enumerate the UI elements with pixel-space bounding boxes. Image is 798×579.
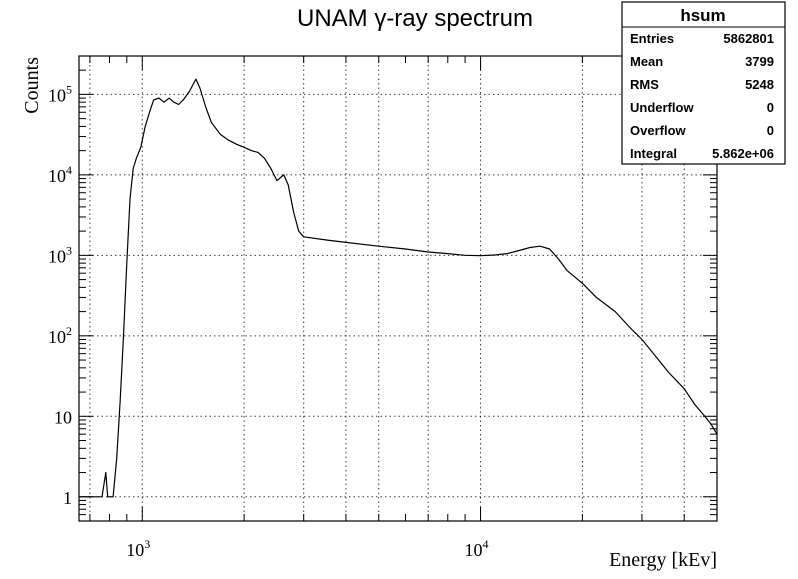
stats-box-title: hsum bbox=[680, 6, 725, 25]
y-axis-label: Counts bbox=[21, 57, 43, 114]
stats-value: 5862801 bbox=[723, 31, 774, 46]
stats-label: Underflow bbox=[630, 100, 694, 115]
stats-value: 0 bbox=[767, 100, 774, 115]
x-tick-label: 103 bbox=[126, 537, 150, 560]
chart-title: UNAM γ-ray spectrum bbox=[297, 5, 533, 32]
stats-label: Overflow bbox=[630, 123, 687, 138]
x-axis-label: Energy [kEv] bbox=[609, 549, 717, 571]
stats-box: hsum Entries 5862801 Mean 3799 RMS 5248 Underf… bbox=[621, 1, 786, 165]
y-tick-label: 103 bbox=[48, 243, 72, 266]
y-tick-label: 105 bbox=[48, 82, 72, 105]
stats-label: Integral bbox=[630, 146, 677, 161]
stats-value: 0 bbox=[767, 123, 774, 138]
stats-label: Entries bbox=[630, 31, 674, 46]
grid-lines bbox=[79, 56, 718, 521]
plot-frame bbox=[78, 55, 718, 522]
stats-label: Mean bbox=[630, 54, 663, 69]
y-tick-label: 1 bbox=[63, 488, 72, 508]
y-tick-labels: 1 10 102 103 104 105 bbox=[48, 82, 72, 507]
stats-value: 3799 bbox=[745, 54, 774, 69]
y-tick-label: 10 bbox=[54, 407, 72, 427]
stats-rows: Entries 5862801 Mean 3799 RMS 5248 Underflow 0 O… bbox=[630, 31, 774, 161]
y-tick-label: 102 bbox=[48, 324, 72, 347]
stats-value: 5.862e+06 bbox=[712, 146, 774, 161]
stats-label: RMS bbox=[630, 77, 659, 92]
series-histogram-line bbox=[79, 78, 718, 498]
y-tick-label: 104 bbox=[48, 163, 72, 186]
x-tick-labels: 103 104 bbox=[126, 537, 488, 560]
x-tick-label: 104 bbox=[465, 537, 489, 560]
stats-value: 5248 bbox=[745, 77, 774, 92]
stats-box-frame bbox=[621, 1, 786, 165]
